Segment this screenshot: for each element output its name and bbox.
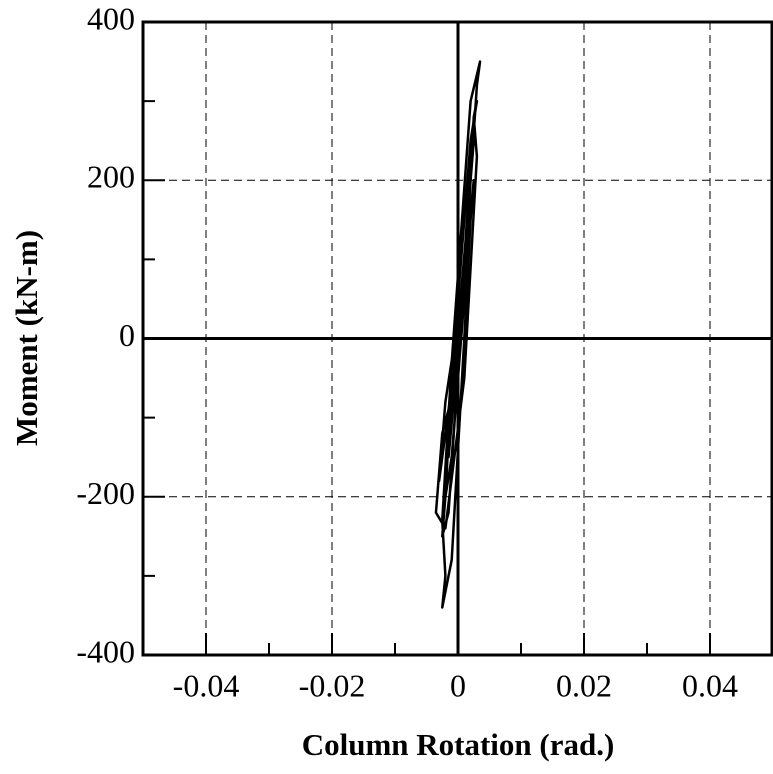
x-tick-label: 0.02: [556, 667, 612, 703]
y-tick-label: -400: [76, 633, 135, 669]
hysteresis-curve: [434, 60, 482, 609]
y-tick-label: 400: [87, 0, 135, 36]
y-axis-label: Moment (kN-m): [9, 230, 44, 446]
y-tick-label: -200: [76, 475, 135, 511]
y-tick-label: 0: [119, 317, 135, 353]
x-tick-label: -0.04: [173, 667, 240, 703]
x-tick-label: 0.04: [682, 667, 738, 703]
x-tick-label: 0: [450, 667, 466, 703]
x-axis-label: Column Rotation (rad.): [302, 727, 615, 762]
plot-frame: [141, 20, 773, 657]
y-tick-label: 200: [87, 159, 135, 195]
x-tick-label: -0.02: [299, 667, 366, 703]
